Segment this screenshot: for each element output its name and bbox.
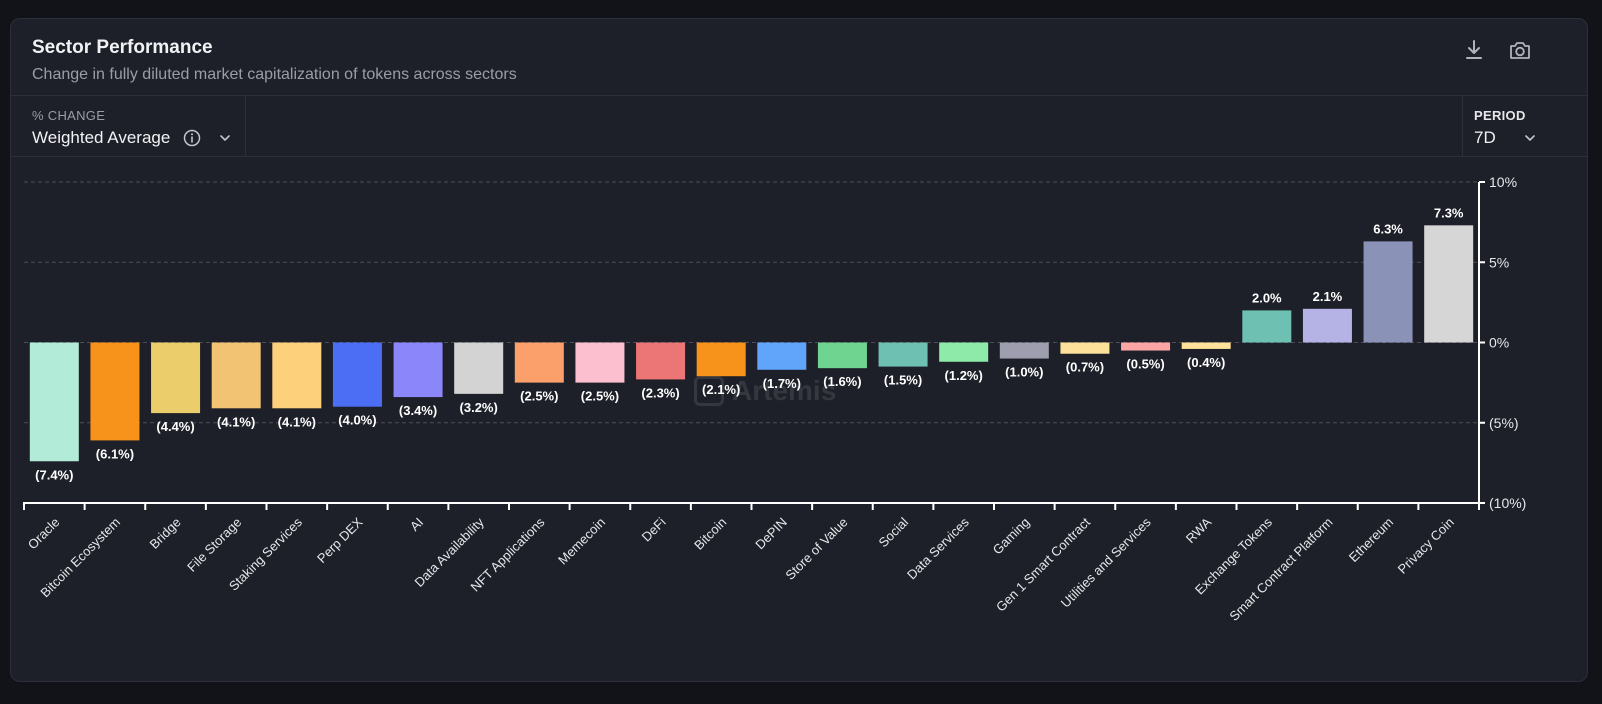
data-label: (0.4%) bbox=[1187, 355, 1225, 370]
bar bbox=[575, 342, 625, 383]
x-tick-label: RWA bbox=[1183, 514, 1215, 546]
y-tick-label: 10% bbox=[1489, 174, 1517, 190]
data-label: (4.0%) bbox=[338, 413, 376, 428]
info-icon[interactable] bbox=[183, 129, 201, 152]
bar bbox=[514, 342, 564, 383]
bar bbox=[636, 342, 686, 380]
camera-icon[interactable] bbox=[1507, 37, 1533, 63]
bar bbox=[211, 342, 261, 409]
chart-title: Sector Performance bbox=[32, 37, 213, 58]
bar bbox=[1363, 241, 1413, 343]
bar bbox=[1181, 342, 1231, 349]
data-label: (2.1%) bbox=[702, 382, 740, 397]
data-label: 6.3% bbox=[1373, 221, 1403, 236]
x-tick-label: Bridge bbox=[147, 515, 184, 552]
data-label: (2.5%) bbox=[581, 389, 619, 404]
bar bbox=[1060, 342, 1110, 354]
data-label: (1.0%) bbox=[1005, 365, 1043, 380]
data-label: (0.7%) bbox=[1066, 360, 1104, 375]
data-label: (1.5%) bbox=[884, 373, 922, 388]
bar bbox=[817, 342, 867, 369]
data-label: (1.7%) bbox=[763, 376, 801, 391]
bar bbox=[1242, 310, 1292, 343]
bar bbox=[454, 342, 504, 394]
x-tick-label: File Storage bbox=[184, 515, 244, 575]
bar bbox=[29, 342, 79, 462]
period-select[interactable]: PERIOD 7D bbox=[1463, 96, 1587, 156]
bar bbox=[1302, 308, 1352, 343]
x-tick-label: Oracle bbox=[25, 515, 63, 553]
bar bbox=[757, 342, 807, 370]
bar bbox=[999, 342, 1049, 359]
data-label: 2.0% bbox=[1252, 290, 1282, 305]
x-tick-label: AI bbox=[407, 515, 426, 534]
data-label: (0.5%) bbox=[1126, 357, 1164, 372]
data-label: (2.5%) bbox=[520, 389, 558, 404]
data-label: (4.4%) bbox=[156, 419, 194, 434]
change-type-select[interactable]: % CHANGE Weighted Average bbox=[11, 96, 245, 156]
x-tick-label: Social bbox=[876, 514, 912, 550]
bar bbox=[939, 342, 989, 362]
bar bbox=[1424, 225, 1474, 343]
data-label: (1.2%) bbox=[945, 368, 983, 383]
data-label: (3.2%) bbox=[460, 400, 498, 415]
y-tick-label: (10%) bbox=[1489, 495, 1526, 511]
download-icon[interactable] bbox=[1461, 37, 1487, 63]
data-label: 7.3% bbox=[1434, 205, 1464, 220]
header-divider bbox=[11, 95, 1587, 96]
data-label: (7.4%) bbox=[35, 467, 73, 482]
sector-performance-card: Sector Performance Change in fully dilut… bbox=[10, 18, 1588, 682]
chevron-down-icon bbox=[1523, 131, 1537, 150]
change-type-label: % CHANGE bbox=[32, 108, 106, 123]
bar bbox=[272, 342, 322, 409]
x-tick-label: Memecoin bbox=[555, 515, 608, 568]
data-label: (6.1%) bbox=[96, 446, 134, 461]
controls-divider bbox=[11, 156, 1587, 157]
bar bbox=[90, 342, 140, 441]
bar bbox=[332, 342, 382, 407]
bar bbox=[878, 342, 928, 367]
x-tick-label: Store of Value bbox=[782, 515, 850, 583]
x-tick-label: DeFi bbox=[639, 514, 669, 544]
data-label: (4.1%) bbox=[278, 414, 316, 429]
x-tick-label: Smart Contract Platform bbox=[1226, 515, 1335, 624]
bar-chart: (7.4%) (6.1%) (4.4%) (4.1%) (4.1%) (4.0%) (3.4… bbox=[23, 174, 1526, 624]
data-label: 2.1% bbox=[1313, 289, 1343, 304]
chart-subtitle: Change in fully diluted market capitaliz… bbox=[32, 66, 517, 83]
period-value: 7D bbox=[1474, 128, 1496, 147]
x-tick-label: Privacy Coin bbox=[1395, 515, 1457, 577]
x-tick-label: Data Services bbox=[904, 514, 972, 582]
data-label: (4.1%) bbox=[217, 414, 255, 429]
bar bbox=[1121, 342, 1171, 351]
data-label: (2.3%) bbox=[641, 385, 679, 400]
x-tick-label: DePIN bbox=[752, 515, 790, 553]
x-tick-label: Gaming bbox=[990, 515, 1033, 558]
period-divider bbox=[1462, 96, 1463, 156]
bar bbox=[151, 342, 201, 414]
chevron-down-icon bbox=[218, 131, 232, 150]
y-tick-label: (5%) bbox=[1489, 415, 1519, 431]
data-label: (3.4%) bbox=[399, 403, 437, 418]
x-tick-label: Perp DEX bbox=[314, 514, 366, 566]
control-divider bbox=[245, 96, 246, 156]
x-tick-label: Ethereum bbox=[1346, 515, 1396, 565]
bar bbox=[393, 342, 443, 398]
period-label: PERIOD bbox=[1474, 108, 1526, 123]
x-tick-label: Bitcoin bbox=[691, 515, 729, 553]
change-type-value: Weighted Average bbox=[32, 128, 171, 147]
y-tick-label: 5% bbox=[1489, 254, 1509, 270]
data-label: (1.6%) bbox=[823, 374, 861, 389]
bar bbox=[696, 342, 746, 377]
y-tick-label: 0% bbox=[1489, 335, 1509, 351]
